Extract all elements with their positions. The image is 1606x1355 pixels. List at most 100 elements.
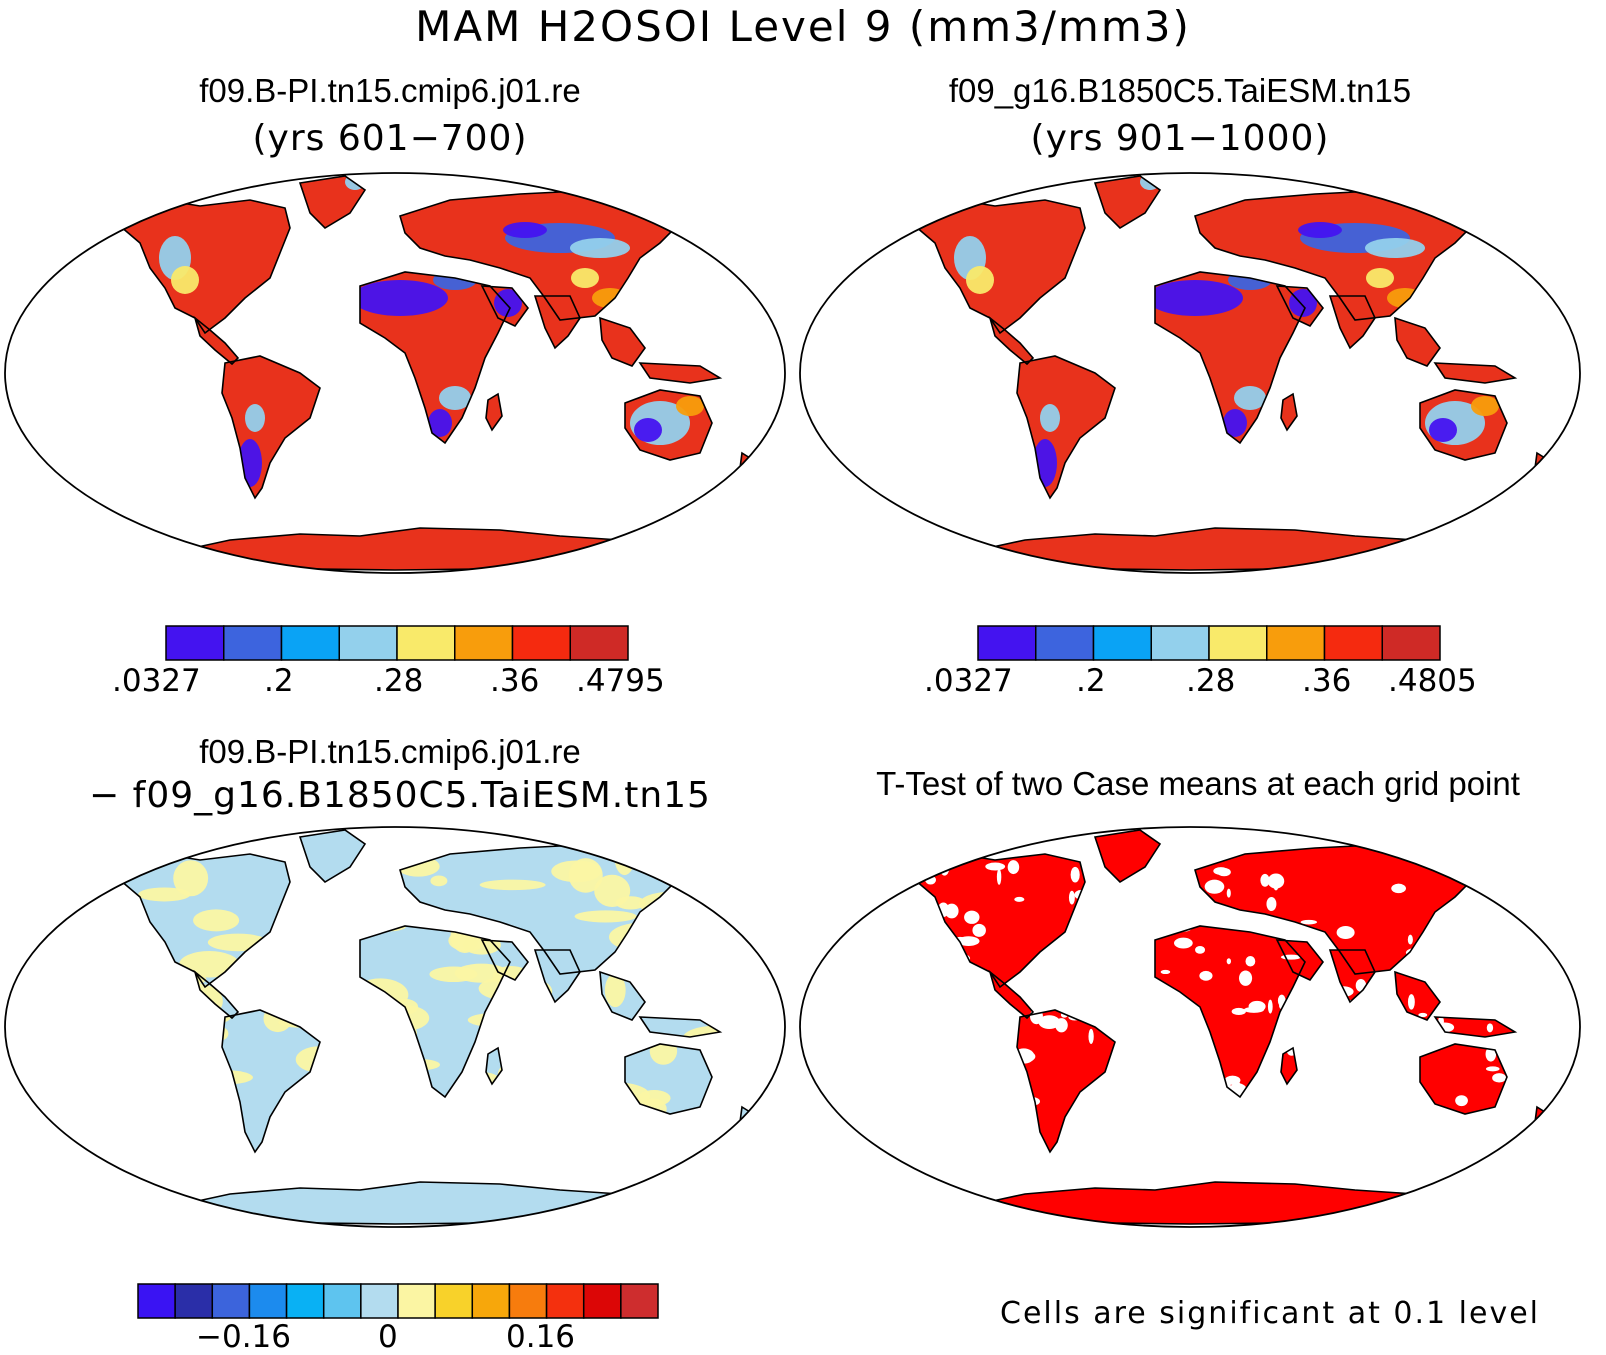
colorbar-swatch xyxy=(569,625,629,661)
colorbar-swatch xyxy=(1208,625,1268,661)
cbar-label: .2 xyxy=(264,663,294,699)
colorbar-swatch xyxy=(511,625,571,661)
coastline-africa xyxy=(359,925,511,1099)
colorbar-swatch xyxy=(165,625,225,661)
case1-map xyxy=(4,172,786,574)
coastline-africa xyxy=(1154,925,1306,1099)
coastline-australia xyxy=(1419,1043,1508,1115)
coastline-india xyxy=(533,295,581,350)
cbar-label: .28 xyxy=(1186,663,1236,699)
diff-subtitle: − f09_g16.B1850C5.TaiESM.tn15 xyxy=(89,775,711,816)
coastline-northAmerica xyxy=(893,197,1086,335)
ttest-title: T-Test of two Case means at each grid po… xyxy=(876,765,1520,802)
coastline-india xyxy=(1328,295,1376,350)
cbar-label: −0.16 xyxy=(196,1319,291,1355)
colorbar-swatch xyxy=(545,1283,585,1319)
cbar-label: 0.16 xyxy=(506,1319,576,1355)
cbar-label: 0 xyxy=(378,1319,398,1355)
colorbar-swatch xyxy=(1266,625,1326,661)
coastline-southAmerica xyxy=(221,1009,321,1154)
case2-map xyxy=(799,172,1581,574)
coastline-australia xyxy=(624,389,713,461)
colorbar-swatch xyxy=(322,1283,362,1319)
coastline-indonesia xyxy=(1433,1016,1518,1038)
colorbar-swatch xyxy=(508,1283,548,1319)
colorbar-swatch xyxy=(471,1283,511,1319)
coastline-india xyxy=(533,949,581,1004)
ttest-significance-map xyxy=(799,826,1581,1228)
cbar-label: .0327 xyxy=(924,663,1013,699)
coastline-madagascar xyxy=(485,1046,503,1086)
coastline-antarctica xyxy=(964,527,1496,571)
case2-colorbar-labels: .0327 .2 .28 .36 .4805 xyxy=(924,663,1477,703)
colorbar-swatch xyxy=(137,1283,176,1319)
colorbar-swatch xyxy=(360,1283,399,1319)
coastline-madagascar xyxy=(1280,392,1298,432)
colorbar-swatch xyxy=(280,625,340,661)
colorbar-swatch xyxy=(285,1283,325,1319)
coastline-seAsia xyxy=(1394,316,1441,367)
case1-colorbar xyxy=(165,625,629,661)
cbar-label: .36 xyxy=(1302,663,1352,699)
difference-colorbar-labels: −0.16 0 0.16 xyxy=(138,1319,658,1355)
colorbar-swatch xyxy=(1381,625,1441,661)
colorbar-swatch xyxy=(338,625,398,661)
colorbar-swatch xyxy=(248,1283,288,1319)
colorbar-swatch xyxy=(582,1283,622,1319)
map-border xyxy=(4,172,786,574)
map-border xyxy=(799,172,1581,574)
case1-colorbar-labels: .0327 .2 .28 .36 .4795 xyxy=(112,663,665,703)
colorbar-swatch xyxy=(434,1283,474,1319)
cbar-label: .4805 xyxy=(1388,663,1477,699)
figure-title: MAM H2OSOI Level 9 (mm3/mm3) xyxy=(415,2,1191,51)
colorbar-swatch xyxy=(1150,625,1210,661)
cbar-label: .4795 xyxy=(576,663,665,699)
coastline-madagascar xyxy=(485,392,503,432)
coastline-arabia xyxy=(1275,285,1325,328)
coastline-arabia xyxy=(1275,939,1325,982)
case2-title: f09_g16.B1850C5.TaiESM.tn15 xyxy=(948,72,1412,109)
coastline-northAmerica xyxy=(893,851,1086,989)
coastline-seAsia xyxy=(1394,970,1441,1021)
coastline-antarctica xyxy=(169,527,701,571)
colorbar-swatch xyxy=(211,1283,251,1319)
coastline-southAmerica xyxy=(1016,1009,1116,1154)
colorbar-swatch xyxy=(174,1283,214,1319)
case1-years: (yrs 601−700) xyxy=(252,118,528,159)
colorbar-swatch xyxy=(397,1283,436,1319)
difference-colorbar xyxy=(137,1283,659,1319)
colorbar-swatch xyxy=(1035,625,1095,661)
coastline-antarctica xyxy=(964,1181,1496,1225)
colorbar-swatch xyxy=(454,625,514,661)
coastline-greenland xyxy=(1093,175,1162,230)
coastline-southAmerica xyxy=(1016,355,1116,500)
coastline-seAsia xyxy=(599,970,646,1021)
coastline-antarctica xyxy=(169,1181,701,1225)
coastline-australia xyxy=(1419,389,1508,461)
coastline-australia xyxy=(624,1043,713,1115)
cbar-label: .0327 xyxy=(112,663,201,699)
coastline-indonesia xyxy=(638,362,723,384)
colorbar-swatch xyxy=(1092,625,1152,661)
coastline-madagascar xyxy=(1280,1046,1298,1086)
coastline-africa xyxy=(359,271,511,445)
cbar-label: .28 xyxy=(374,663,424,699)
diff-title: f09.B-PI.tn15.cmip6.j01.re xyxy=(199,733,581,770)
map-border xyxy=(4,826,786,1228)
coastline-seAsia xyxy=(599,316,646,367)
coastline-arabia xyxy=(480,939,530,982)
coastline-greenland xyxy=(298,175,367,230)
coastline-greenland xyxy=(298,829,367,884)
cbar-label: .2 xyxy=(1076,663,1106,699)
significance-note: Cells are significant at 0.1 level xyxy=(1000,1296,1541,1331)
coastline-indonesia xyxy=(1433,362,1518,384)
map-border xyxy=(799,826,1581,1228)
coastline-northAmerica xyxy=(98,851,291,989)
case2-colorbar xyxy=(977,625,1441,661)
coastline-africa xyxy=(1154,271,1306,445)
cbar-label: .36 xyxy=(490,663,540,699)
colorbar-swatch xyxy=(223,625,283,661)
coastline-indonesia xyxy=(638,1016,723,1038)
colorbar-swatch xyxy=(620,1283,659,1319)
coastline-northAmerica xyxy=(98,197,291,335)
